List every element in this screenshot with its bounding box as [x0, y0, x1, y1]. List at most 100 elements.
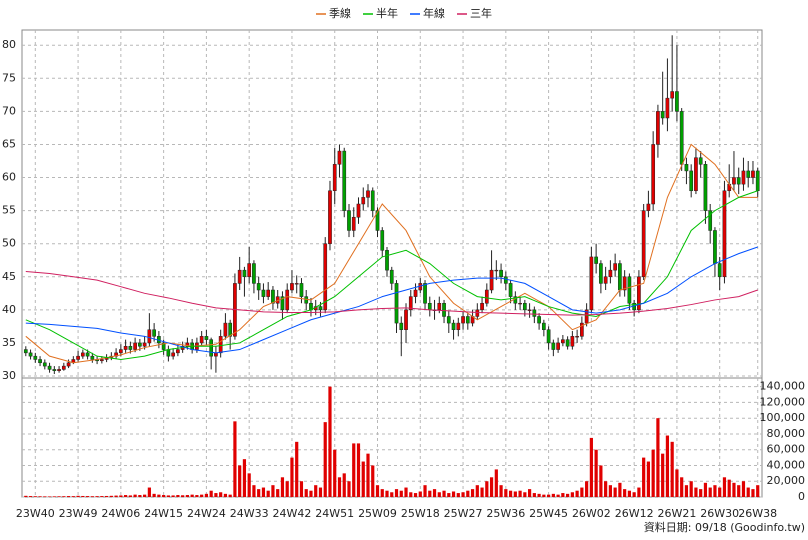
y2-tick-label: 0 — [798, 490, 805, 503]
candle-body — [660, 111, 665, 119]
volume-bar — [157, 494, 161, 497]
volume-bar — [204, 493, 209, 497]
candle-body — [404, 309, 408, 330]
candle-body — [679, 111, 684, 165]
volume-bar — [608, 485, 612, 497]
candle-body — [627, 276, 632, 304]
candle-body — [651, 144, 656, 205]
volume-bar — [62, 496, 66, 497]
candle-body — [522, 302, 527, 311]
candle-body — [242, 269, 247, 278]
candle-body — [61, 365, 66, 370]
candle-body — [437, 302, 442, 311]
candle-body — [294, 283, 299, 285]
candle-body — [76, 355, 80, 360]
volume-bar — [252, 485, 256, 497]
volume-bar — [366, 453, 370, 497]
volume-bar — [323, 422, 327, 497]
candle-body — [423, 283, 427, 304]
volume-bar — [257, 489, 261, 497]
volume-bar — [670, 441, 674, 497]
volume-bar — [285, 481, 289, 497]
volume-bar — [100, 496, 104, 497]
volume-bar — [547, 494, 551, 497]
volume-bar — [342, 473, 346, 497]
candle-body — [518, 302, 522, 305]
y-tick-label: 60 — [2, 171, 16, 184]
volume-bar — [394, 489, 399, 497]
candle-body — [456, 322, 461, 330]
candle-body — [641, 210, 646, 278]
volume-bar — [261, 487, 266, 497]
volume-bar — [746, 487, 750, 497]
y-tick-label: 45 — [2, 270, 16, 283]
candle-body — [442, 302, 446, 317]
y2-tick-label: 40,000 — [767, 458, 806, 471]
volume-bar — [176, 495, 180, 497]
candle-body — [209, 339, 214, 357]
volume-bar — [494, 469, 498, 497]
candle-body — [446, 316, 451, 324]
volume-bar — [66, 496, 71, 497]
volume-bar — [133, 494, 137, 497]
volume-bar — [423, 485, 427, 497]
volume-bar — [299, 481, 304, 497]
candle-body — [613, 263, 617, 271]
candle-body — [342, 150, 347, 211]
candle-body — [594, 256, 598, 264]
moving-average-line — [25, 246, 758, 354]
candle-body — [57, 369, 61, 371]
volume-bar — [128, 495, 132, 497]
y-tick-label: 40 — [2, 303, 16, 316]
candle-body — [394, 283, 399, 324]
x-tick-label: 26W30 — [700, 507, 739, 520]
volume-bar — [337, 477, 342, 497]
volume-bar — [404, 487, 408, 497]
volume-bar — [24, 495, 28, 497]
volume-bar — [247, 473, 251, 497]
volume-bar — [266, 490, 270, 497]
candle-body — [223, 322, 228, 337]
candle-body — [736, 177, 741, 185]
volume-bar — [147, 487, 151, 497]
volume-bar — [537, 493, 541, 497]
candle-body — [166, 349, 171, 357]
candle-body — [90, 355, 95, 360]
candle-body — [47, 365, 52, 370]
volume-bar — [727, 479, 731, 497]
y-tick-label: 65 — [2, 137, 16, 150]
volume-bar — [333, 449, 337, 497]
volume-bar — [718, 487, 722, 497]
candle-body — [266, 289, 271, 297]
volume-bar — [104, 495, 109, 497]
volume-bar — [185, 495, 189, 497]
volume-bar — [114, 495, 118, 497]
candle-body — [85, 352, 90, 357]
volume-bar — [585, 481, 589, 497]
candle-body — [237, 269, 242, 284]
candle-body — [532, 309, 537, 317]
volume-bar — [209, 490, 213, 497]
candle-body — [161, 342, 166, 350]
moving-average-line — [25, 190, 758, 360]
volume-bar — [694, 487, 698, 497]
candle-body — [546, 329, 551, 344]
candle-body — [52, 369, 57, 371]
candle-body — [171, 352, 175, 357]
volume-bar — [385, 490, 389, 497]
volume-bar — [665, 435, 670, 497]
volume-bar — [447, 493, 451, 497]
candle-body — [133, 342, 137, 350]
candle-body — [694, 157, 698, 192]
volume-bar — [642, 457, 646, 497]
x-tick-label: 26W38 — [738, 507, 777, 520]
y-tick-label: 35 — [2, 336, 16, 349]
volume-bar — [375, 485, 380, 497]
volume-bar — [181, 495, 185, 497]
volume-bar — [637, 487, 641, 497]
x-tick-label: 26W12 — [615, 507, 654, 520]
volume-bar — [90, 496, 94, 497]
volume-bar — [76, 495, 80, 497]
candle-body — [732, 177, 736, 185]
